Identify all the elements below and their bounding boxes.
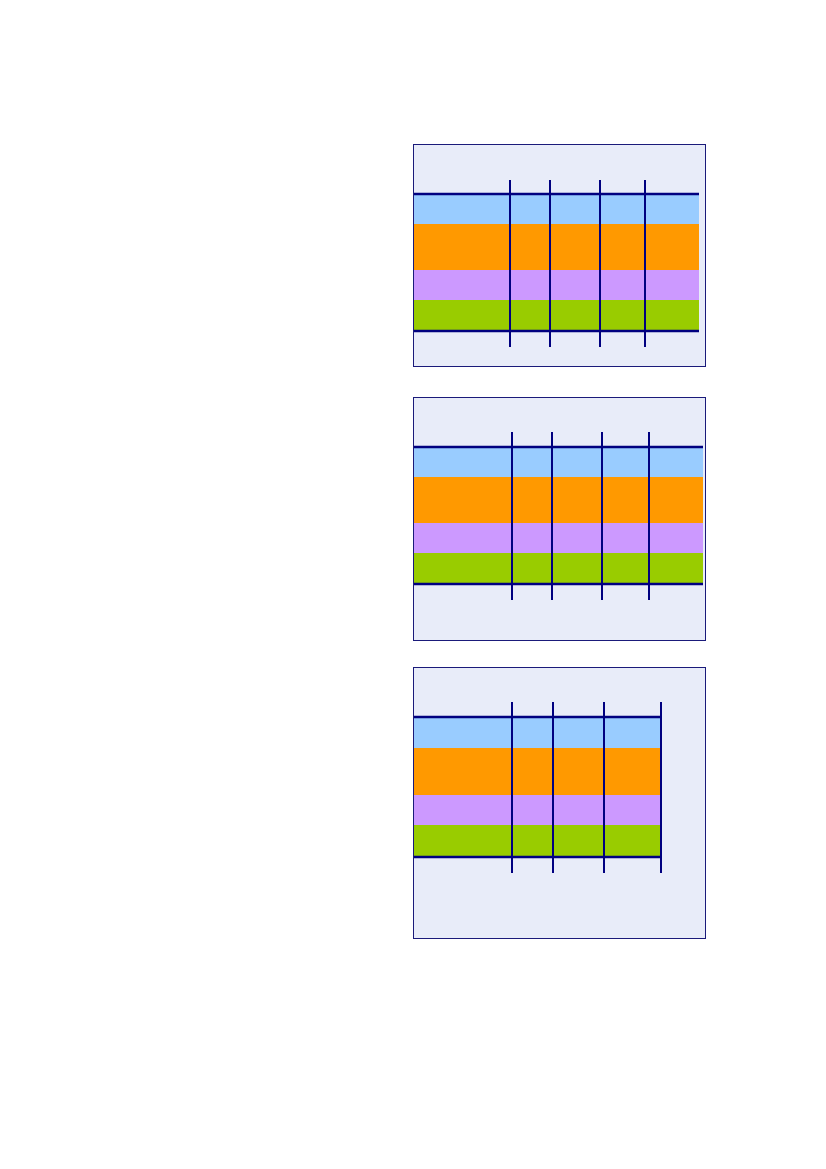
striped-table-diagram xyxy=(414,145,705,366)
band-row-3 xyxy=(414,270,699,300)
band-row-2 xyxy=(414,224,699,270)
diagram-panel-2 xyxy=(413,397,706,641)
band-row-4 xyxy=(414,553,703,584)
band-row-1 xyxy=(414,717,661,748)
diagram-panel-3 xyxy=(413,667,706,939)
band-row-4 xyxy=(414,300,699,331)
band-row-1 xyxy=(414,194,699,224)
striped-table-diagram xyxy=(414,398,705,640)
band-row-4 xyxy=(414,825,661,857)
band-row-2 xyxy=(414,477,703,523)
band-row-3 xyxy=(414,795,661,825)
band-row-3 xyxy=(414,523,703,553)
band-row-2 xyxy=(414,748,661,795)
diagram-panel-1 xyxy=(413,144,706,367)
striped-table-diagram xyxy=(414,668,705,938)
band-row-1 xyxy=(414,447,703,477)
